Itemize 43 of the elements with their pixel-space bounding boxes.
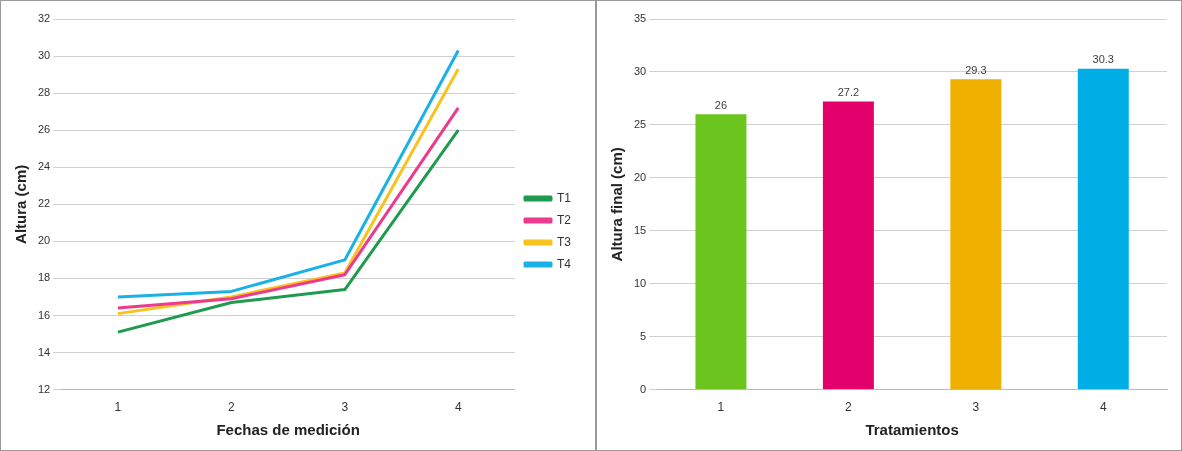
legend-label: T2 <box>557 212 572 227</box>
y-axis-title: Altura (cm) <box>12 164 30 244</box>
x-tick-label: 1 <box>114 400 122 415</box>
x-tick-label: 4 <box>1099 400 1107 415</box>
bar <box>695 114 747 390</box>
x-tick-label: 3 <box>972 400 980 415</box>
y-tick-label: 16 <box>37 308 51 321</box>
y-tick-label: 32 <box>37 12 51 25</box>
y-tick-label: 30 <box>633 64 647 77</box>
legend-label: T1 <box>557 190 572 205</box>
y-tick-label: 0 <box>640 382 647 395</box>
y-tick-label: 30 <box>37 49 51 62</box>
y-tick-label: 12 <box>37 382 51 395</box>
bar <box>950 79 1002 390</box>
data-label: 27.2 <box>837 86 860 99</box>
legend-label: T4 <box>557 256 572 271</box>
y-tick-label: 22 <box>37 197 51 210</box>
data-label: 29.3 <box>965 63 987 76</box>
y-tick-label: 15 <box>633 223 647 236</box>
x-tick-label: 4 <box>454 400 462 415</box>
y-tick-label: 24 <box>37 160 51 173</box>
x-tick-label: 2 <box>228 400 236 415</box>
y-tick-label: 18 <box>37 271 51 284</box>
y-tick-label: 35 <box>633 12 647 25</box>
y-tick-label: 26 <box>37 123 51 136</box>
y-tick-label: 10 <box>633 276 647 289</box>
data-label: 30.3 <box>1092 53 1114 66</box>
x-tick-label: 1 <box>717 400 725 415</box>
data-label: 26 <box>714 98 728 111</box>
x-axis-title: Tratamientos <box>865 421 959 439</box>
legend-label: T3 <box>557 234 572 249</box>
x-tick-label: 3 <box>341 400 349 415</box>
bar <box>1077 68 1129 390</box>
y-tick-label: 25 <box>633 117 647 130</box>
y-tick-label: 28 <box>37 86 51 99</box>
x-tick-label: 2 <box>845 400 853 415</box>
y-tick-label: 20 <box>37 234 51 247</box>
y-axis-title: Altura final (cm) <box>608 147 626 262</box>
y-tick-label: 20 <box>633 170 647 183</box>
x-axis-title: Fechas de medición <box>216 421 360 439</box>
bar <box>822 101 874 390</box>
y-tick-label: 14 <box>37 345 51 358</box>
y-tick-label: 5 <box>640 329 647 342</box>
